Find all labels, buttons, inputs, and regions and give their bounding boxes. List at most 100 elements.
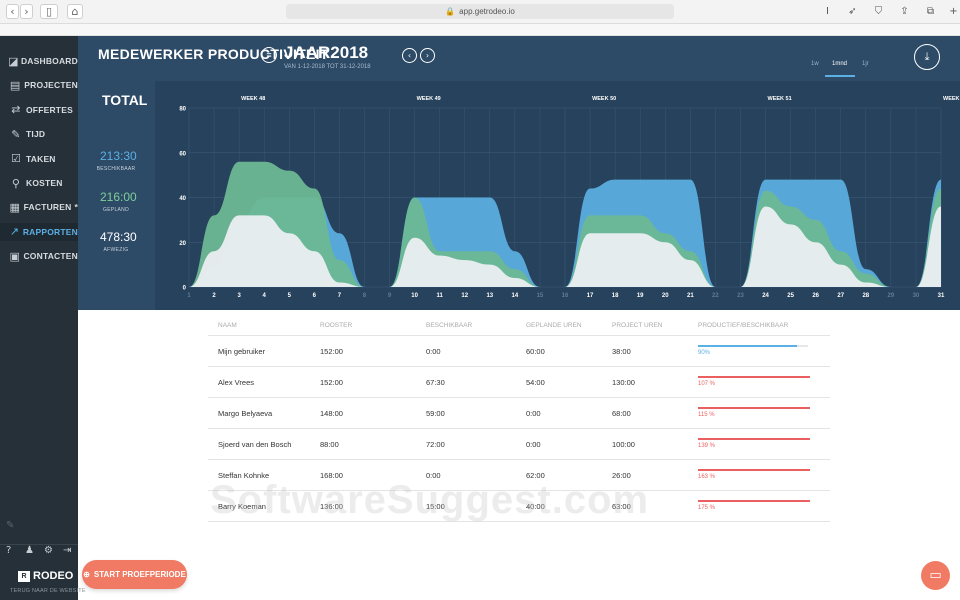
col-available-header[interactable]: BESCHIKBAAR (426, 322, 473, 329)
settings-icon[interactable]: ⚙ (44, 545, 53, 556)
progress-bar (698, 438, 810, 440)
sidebar-item-kosten[interactable]: ⚲ KOSTEN (0, 174, 78, 192)
home-icon[interactable]: ⌂ (67, 4, 83, 19)
zoom-tab-1jr[interactable]: 1jr (862, 61, 869, 67)
next-period-icon[interactable]: › (420, 48, 435, 63)
employee-name: Steffan Kohnke (218, 470, 270, 480)
rooster-cell: 88:00 (320, 439, 339, 449)
sidebar-item-taken[interactable]: ☑ TAKEN (0, 150, 78, 168)
x-tick-label: 27 (837, 293, 844, 299)
x-tick-label: 24 (762, 293, 769, 299)
tabs-icon[interactable]: ⧉ (926, 6, 935, 17)
back-icon[interactable]: ‹ (6, 4, 19, 19)
week-label: WEEK 49 (417, 96, 441, 102)
planned-cell: 62:00 (526, 470, 545, 480)
productivity-cell: 163 % (698, 467, 830, 483)
progress-bar (698, 345, 797, 347)
project-cell: 63:00 (612, 501, 631, 511)
productivity-cell: 175 % (698, 498, 830, 514)
table-row[interactable]: Mijn gebruiker 152:00 0:00 60:00 38:00 90% (208, 336, 830, 367)
shield-icon[interactable]: ⛉ (874, 6, 883, 17)
x-tick-label: 25 (787, 293, 794, 299)
available-value: 213:30 (100, 149, 137, 163)
contacts-icon: ▣ (9, 249, 21, 263)
rooster-cell: 152:00 (320, 377, 343, 387)
sidebar-item-facturen[interactable]: ▦ FACTUREN * (0, 198, 78, 216)
sidebar-toggle-icon[interactable]: ▯ (40, 4, 58, 19)
tab-strip (0, 24, 960, 36)
download-icon[interactable]: ⤓ (914, 44, 940, 70)
progress-label: 107 % (698, 381, 716, 387)
logout-icon[interactable]: ⇥ (63, 545, 72, 556)
planned-cell: 60:00 (526, 346, 545, 356)
x-tick-label: 2 (212, 293, 216, 299)
y-tick-label: 40 (179, 196, 186, 202)
table-header: NAAM ROOSTER BESCHIKBAAR GEPLANDE UREN P… (208, 316, 830, 336)
tasks-icon: ☑ (10, 152, 22, 166)
x-tick-label: 22 (712, 293, 719, 299)
y-tick-label: 80 (179, 107, 186, 113)
x-tick-label: 12 (461, 293, 468, 299)
user-icon[interactable]: ♟ (25, 545, 34, 556)
productivity-cell: 139 % (698, 436, 830, 452)
rodeo-logo[interactable]: R RODEO (18, 570, 73, 582)
sidebar-item-label: CONTACTEN (23, 251, 78, 262)
total-heading: TOTAL (102, 92, 148, 108)
pin-icon[interactable]: ✎ (6, 520, 15, 531)
col-name-header[interactable]: NAAM (218, 322, 237, 329)
available-cell: 72:00 (426, 439, 445, 449)
zoom-tab-1mnd[interactable]: 1mnd (832, 61, 848, 67)
add-tab-icon[interactable]: + (949, 6, 958, 17)
start-trial-button[interactable]: ⊕ START PROEFPERIODE (82, 560, 187, 589)
lock-icon: 🔒 (445, 7, 456, 16)
sidebar-item-label: DASHBOARD (20, 56, 78, 66)
filter-icon[interactable]: ≡ (261, 47, 277, 63)
col-productivity-header[interactable]: PRODUCTIEF/BESCHIKBAAR (698, 322, 789, 329)
x-tick-label: 6 (313, 293, 317, 299)
table-row[interactable]: Steffan Kohnke 168:00 0:00 62:00 26:00 163 % (208, 460, 830, 491)
table-row[interactable]: Margo Belyaeva 148:00 59:00 0:00 68:00 115 % (208, 398, 830, 429)
sidebar-item-contacten[interactable]: ▣ CONTACTEN (0, 247, 78, 265)
rooster-cell: 148:00 (320, 408, 343, 418)
x-tick-label: 11 (436, 293, 443, 299)
year-selector[interactable]: JAAR2018 (284, 43, 369, 62)
sidebar-item-label: TIJD (26, 129, 46, 140)
x-tick-label: 19 (637, 293, 644, 299)
sidebar-item-offertes[interactable]: ⇄ OFFERTES (0, 101, 78, 119)
col-project-header[interactable]: PROJECT UREN (612, 322, 663, 329)
col-rooster-header[interactable]: ROOSTER (320, 322, 353, 329)
project-cell: 100:00 (612, 439, 635, 449)
table-row[interactable]: Sjoerd van den Bosch 88:00 72:00 0:00 100:00… (208, 429, 830, 460)
planned-cell: 0:00 (526, 408, 541, 418)
progress-bar (698, 469, 810, 471)
table-row[interactable]: Barry Koeman 136:00 15:00 40:00 63:00 175 % (208, 491, 830, 522)
y-tick-label: 60 (179, 151, 186, 157)
address-bar[interactable]: 🔒 app.getrodeo.io (286, 4, 674, 19)
sidebar-item-projecten[interactable]: ▤ PROJECTEN (0, 76, 78, 94)
extension-icon[interactable]: ➶ (848, 6, 857, 17)
sidebar-item-tijd[interactable]: ✎ TIJD (0, 125, 78, 143)
chat-icon[interactable]: ▭ (921, 561, 950, 590)
forward-icon[interactable]: › (20, 4, 33, 19)
table-row[interactable]: Alex Vrees 152:00 67:30 54:00 130:00 107 % (208, 367, 830, 398)
x-tick-label: 20 (662, 293, 669, 299)
x-tick-label: 17 (587, 293, 594, 299)
productivity-cell: 115 % (698, 405, 830, 421)
week-label: WEEK 50 (592, 96, 616, 102)
sidebar-item-rapporten[interactable]: ↗ RAPPORTEN (0, 222, 78, 241)
sidebar-item-dashboard[interactable]: ◪ DASHBOARD (0, 52, 78, 70)
employee-name: Alex Vrees (218, 377, 254, 387)
rooster-cell: 136:00 (320, 501, 343, 511)
x-tick-label: 23 (737, 293, 744, 299)
progress-label: 115 % (698, 412, 715, 418)
help-icon[interactable]: ? (6, 545, 12, 556)
zoom-tab-1w[interactable]: 1w (811, 61, 819, 67)
prev-period-icon[interactable]: ‹ (402, 48, 417, 63)
reader-icon[interactable]: I (826, 6, 829, 17)
x-tick-label: 15 (537, 293, 544, 299)
project-cell: 38:00 (612, 346, 631, 356)
col-planned-header[interactable]: GEPLANDE UREN (526, 322, 582, 329)
share-icon[interactable]: ⇪ (900, 6, 909, 17)
available-label: BESCHIKBAAR (96, 166, 136, 172)
back-to-website-link[interactable]: TERUG NAAR DE WEBSITE (10, 588, 86, 594)
